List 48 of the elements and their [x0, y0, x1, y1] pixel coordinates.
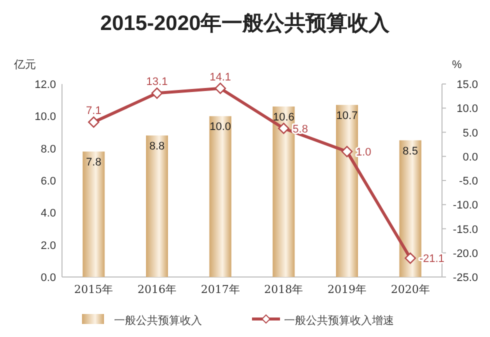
- y-tick-label: 12.0: [34, 79, 56, 91]
- x-tick-label: 2018年: [264, 283, 304, 296]
- y-tick-label: 6.0: [40, 176, 56, 188]
- point: [278, 122, 290, 134]
- x-tick-label: 2015年: [74, 283, 114, 296]
- y2-tick-label: -20.0: [452, 248, 478, 260]
- data-label: 13.1: [146, 76, 168, 88]
- y2-tick-label: 10.0: [456, 103, 478, 116]
- y2-tick-label: -10.0: [452, 200, 478, 212]
- x-tick-label: 2016年: [138, 283, 176, 296]
- bar: [336, 104, 358, 277]
- legend-label: 一般公共预算收入增速: [284, 314, 394, 327]
- x-tick-label: 2017年: [200, 283, 240, 296]
- point: [341, 146, 353, 158]
- y2-tick-label: 15.0: [456, 79, 478, 91]
- bar: [146, 135, 168, 277]
- legend-label: 一般公共预算收入: [114, 314, 202, 327]
- y-tick-label: 2.0: [40, 240, 56, 252]
- y2-axis-title: %: [452, 59, 462, 71]
- y-axis-title: 亿元: [13, 59, 36, 71]
- bar: [82, 152, 105, 277]
- y-tick-label: 4.0: [40, 208, 56, 220]
- data-label: 10.7: [336, 110, 358, 122]
- data-label: 10.0: [210, 121, 232, 134]
- y2-tick-label: 0.0: [462, 151, 478, 164]
- x-tick-label: 2020年: [390, 283, 430, 296]
- y2-tick-label: 5.0: [462, 127, 478, 140]
- data-label: 10.6: [272, 112, 294, 124]
- y-tick-label: 10.0: [34, 111, 56, 124]
- y2-tick-label: -15.0: [452, 224, 478, 236]
- y2-tick-label: -5.0: [459, 176, 478, 188]
- point: [151, 88, 163, 99]
- point: [404, 252, 416, 264]
- bar: [399, 140, 422, 277]
- y-tick-label: 0.0: [40, 272, 56, 284]
- chart-title: 2015-2020年一般公共预算收入: [100, 12, 391, 35]
- point: [214, 82, 226, 94]
- data-label: 14.1: [210, 71, 232, 84]
- y2-tick-label: -25.0: [452, 272, 478, 284]
- data-label: 8.5: [402, 145, 418, 158]
- data-label: 7.1: [86, 105, 102, 118]
- bar: [272, 106, 295, 277]
- data-label: 7.8: [86, 156, 102, 169]
- bar: [209, 116, 232, 277]
- point: [88, 116, 100, 128]
- x-tick-label: 2019年: [328, 283, 366, 296]
- data-label: 8.8: [149, 140, 165, 152]
- y-tick-label: 8.0: [40, 143, 56, 156]
